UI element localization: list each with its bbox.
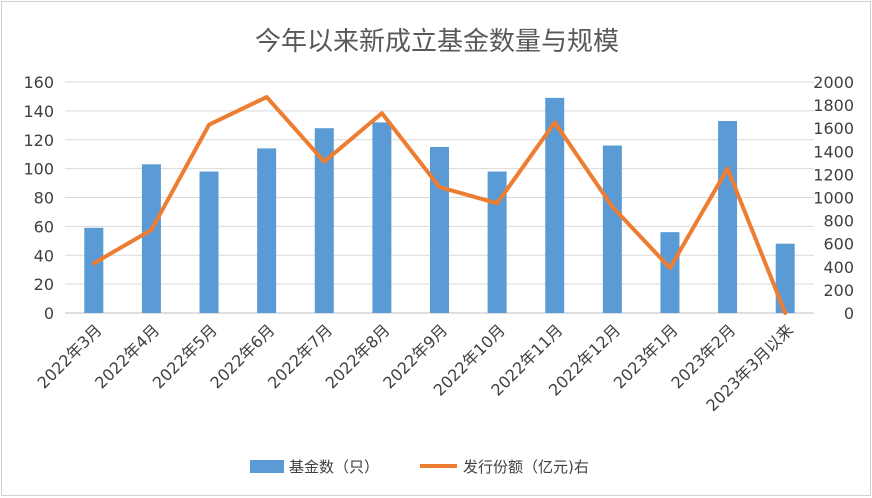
bar — [257, 148, 276, 313]
y-right-tick-label: 600 — [823, 235, 854, 254]
bar — [718, 121, 737, 313]
chart-title: 今年以来新成立基金数量与规模 — [255, 27, 619, 57]
legend-label-bars: 基金数（只） — [289, 458, 379, 476]
y-right-tick-label: 1200 — [813, 165, 854, 184]
bar — [430, 147, 449, 313]
y-right-tick-label: 2000 — [813, 73, 854, 92]
bar — [776, 244, 795, 313]
legend-swatch-bars — [250, 460, 284, 473]
y-left-tick-label: 0 — [44, 304, 54, 323]
y-right-tick-label: 1800 — [813, 96, 854, 115]
y-left-tick-label: 100 — [23, 160, 54, 179]
bar — [660, 232, 679, 313]
bar-series — [84, 98, 794, 313]
y-axis-left: 0 20 40 60 80 100 120 140 160 — [23, 73, 54, 323]
y-right-tick-label: 1000 — [813, 189, 854, 208]
y-left-tick-label: 60 — [34, 217, 54, 236]
y-right-tick-label: 1400 — [813, 142, 854, 161]
y-right-tick-label: 200 — [823, 281, 854, 300]
y-right-tick-label: 0 — [844, 304, 854, 323]
y-left-tick-label: 120 — [23, 131, 54, 150]
bar — [372, 122, 391, 313]
bar — [142, 164, 161, 313]
y-right-tick-label: 400 — [823, 258, 854, 277]
legend: 基金数（只） 发行份额（亿元)右 — [250, 458, 589, 476]
bar — [603, 146, 622, 313]
y-left-tick-label: 20 — [34, 275, 54, 294]
bar — [200, 172, 219, 313]
bar — [84, 228, 103, 313]
y-left-tick-label: 160 — [23, 73, 54, 92]
legend-label-line: 发行份额（亿元)右 — [463, 458, 589, 476]
y-right-tick-label: 1600 — [813, 119, 854, 138]
y-axis-right: 0 200 400 600 800 1000 1200 1400 1600 1800 2000 — [813, 73, 854, 323]
x-axis: 2022年3月2022年4月2022年5月2022年6月2022年7月2022年… — [34, 320, 797, 415]
y-left-tick-label: 80 — [34, 189, 54, 208]
y-left-tick-label: 40 — [34, 246, 54, 265]
y-left-tick-label: 140 — [23, 102, 54, 121]
y-right-tick-label: 800 — [823, 212, 854, 231]
